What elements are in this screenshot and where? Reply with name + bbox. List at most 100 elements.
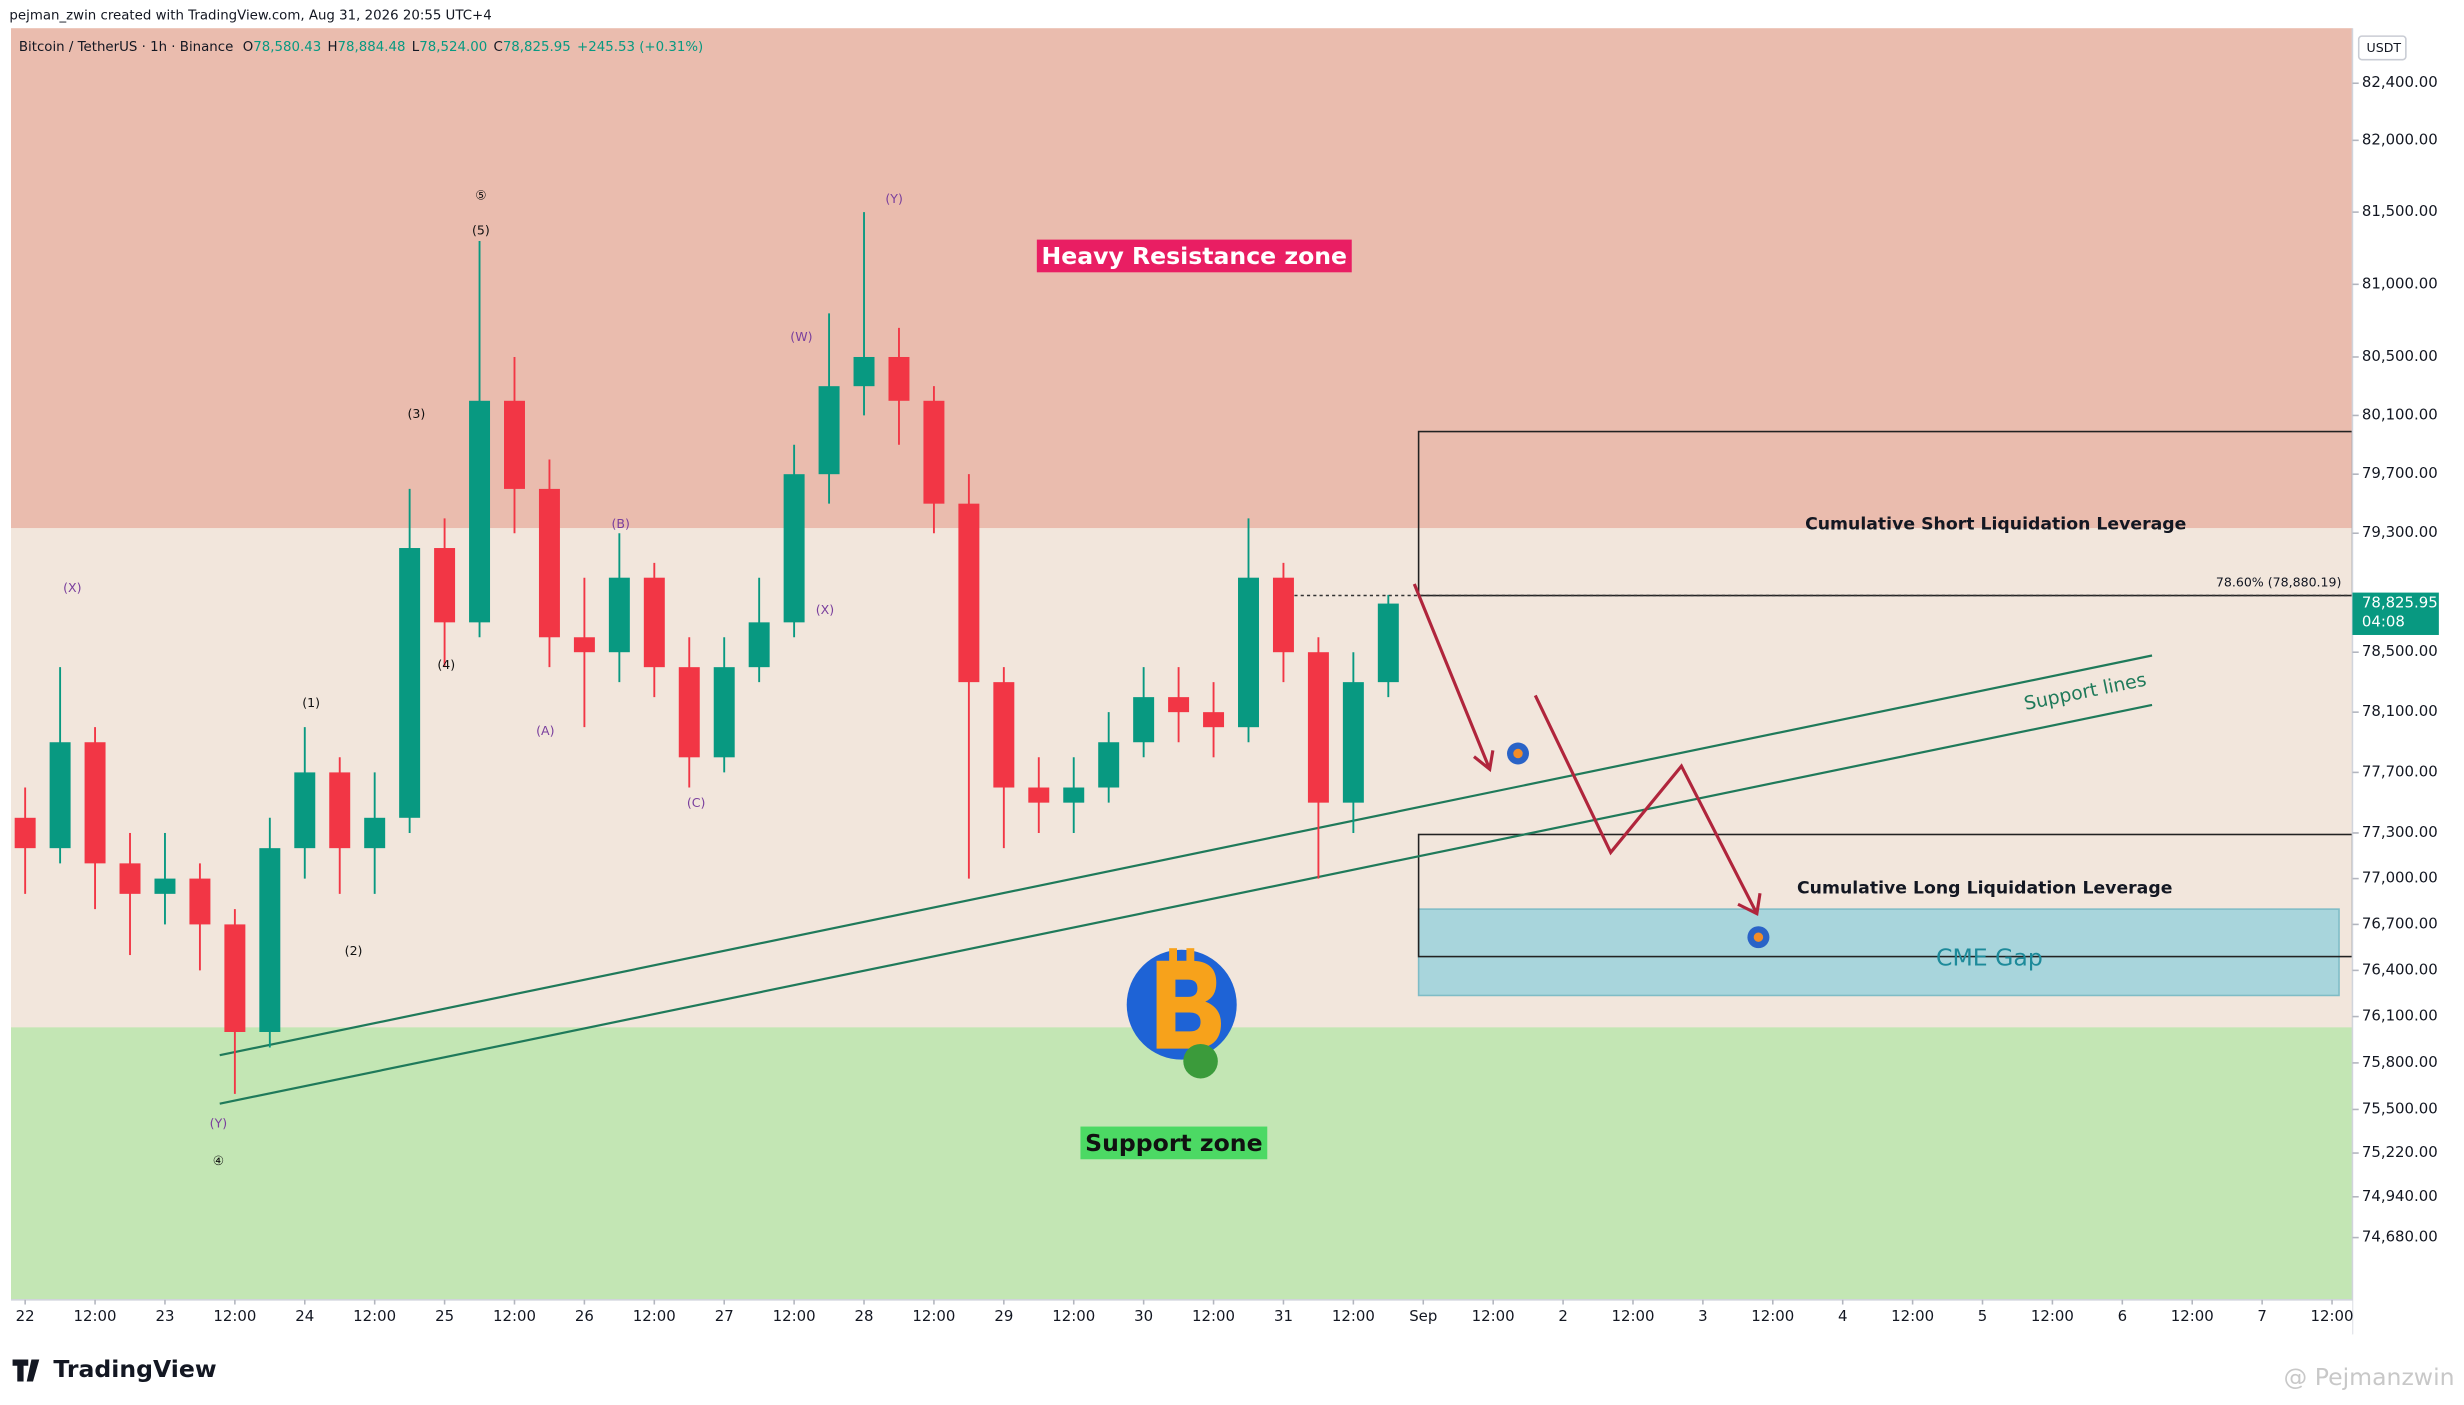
wave-label: (A) <box>536 723 554 738</box>
arrow <box>1533 694 1759 915</box>
y-tick-label: 81,000.00 <box>2362 274 2438 292</box>
candle-body <box>1133 697 1155 743</box>
arrow <box>1412 583 1492 770</box>
zone-label: Support zone <box>1085 1129 1262 1157</box>
symbol: Bitcoin / TetherUS · 1h · Binance <box>19 40 233 55</box>
logo-leaf <box>1183 1043 1218 1079</box>
y-tick-label: 79,300.00 <box>2362 523 2438 541</box>
cme-gap <box>1417 908 2340 997</box>
ohlc-key: H <box>328 40 338 55</box>
candle-body <box>189 878 211 925</box>
candle-body <box>1203 712 1225 728</box>
y-tick-label: 76,100.00 <box>2362 1007 2438 1025</box>
y-tick-label: 75,800.00 <box>2362 1053 2438 1071</box>
wave-label: (5) <box>472 222 490 237</box>
candle-body <box>573 637 595 653</box>
candle-body <box>119 863 141 894</box>
wave-label: (Y) <box>885 191 902 206</box>
brand-icon <box>12 1359 40 1382</box>
label-background <box>1036 239 1352 273</box>
candle-body <box>678 667 700 758</box>
x-tick-label: Sep <box>1409 1307 1437 1325</box>
wave-label: (2) <box>345 943 363 958</box>
y-tick-label: 75,500.00 <box>2362 1099 2438 1117</box>
y-tick-label: 79,700.00 <box>2362 464 2438 482</box>
x-tick-label: 12:00 <box>74 1307 117 1325</box>
x-tick-label: 7 <box>2257 1307 2266 1325</box>
x-tick-label: 12:00 <box>1332 1307 1375 1325</box>
x-tick-label: 12:00 <box>353 1307 396 1325</box>
y-tick-label: 75,220.00 <box>2362 1143 2438 1161</box>
y-tick-label: 78,100.00 <box>2362 702 2438 720</box>
ohlc-value: 78,884.48 <box>338 40 406 55</box>
currency: USDT <box>2367 40 2402 55</box>
candle-body <box>84 742 106 864</box>
target-icon <box>1513 748 1523 759</box>
candle-body <box>538 488 560 638</box>
symbol-line: Bitcoin / TetherUS · 1h · Binance O78,580… <box>19 40 703 55</box>
candle-body <box>364 817 386 849</box>
price-axis <box>2352 28 2464 1335</box>
candle-body <box>888 356 910 401</box>
currency-box <box>2357 35 2407 61</box>
y-tick-label: 76,700.00 <box>2362 914 2438 932</box>
wave-label: (W) <box>790 329 812 344</box>
candle-body <box>853 356 875 387</box>
time-axis <box>0 1299 2353 1335</box>
candle-body <box>958 503 980 683</box>
y-tick-label: 81,500.00 <box>2362 202 2438 220</box>
targets <box>1507 742 1770 949</box>
wave-label: ⑤ <box>475 188 486 203</box>
label-background <box>1080 1126 1268 1160</box>
ohlc-value: 78,825.95 <box>503 40 571 55</box>
logo-b <box>1186 948 1195 964</box>
candle-body <box>49 742 71 849</box>
x-tick-label: 22 <box>16 1307 35 1325</box>
x-tick-label: 12:00 <box>912 1307 955 1325</box>
wave-label: (X) <box>816 602 834 617</box>
candles <box>14 212 1399 1094</box>
candle-body <box>294 772 316 849</box>
x-tick-label: 12:00 <box>1192 1307 1235 1325</box>
x-tick-label: 28 <box>855 1307 874 1325</box>
ohlc-key: O <box>243 40 254 55</box>
overlays <box>219 430 2354 1105</box>
candle-body <box>818 386 840 475</box>
zones <box>11 28 2353 1300</box>
change: +245.53 (+0.31%) <box>577 40 703 55</box>
y-tick-label: 74,940.00 <box>2362 1187 2438 1205</box>
x-tick-label: 12:00 <box>1751 1307 1794 1325</box>
wave-label: (1) <box>302 695 320 710</box>
candle-body <box>1272 577 1294 653</box>
y-tick-label: 80,500.00 <box>2362 347 2438 365</box>
axes: 82,400.00 82,000.00 81,500.00 81,000.00 80,5… <box>16 73 2439 1325</box>
candle-body <box>713 667 735 758</box>
x-tick-label: 29 <box>994 1307 1013 1325</box>
candle-body <box>1307 652 1329 803</box>
zone <box>11 28 2353 529</box>
bitcoin-logo <box>1126 948 1237 1079</box>
x-tick-label: 12:00 <box>633 1307 676 1325</box>
x-tick-label: 12:00 <box>773 1307 816 1325</box>
x-tick-label: 6 <box>2118 1307 2127 1325</box>
wave-label: (3) <box>408 406 426 421</box>
candle-body <box>993 682 1015 788</box>
wave-label: (C) <box>687 795 706 810</box>
x-tick-label: 12:00 <box>1052 1307 1095 1325</box>
candle-body <box>504 400 525 489</box>
x-tick-label: 12:00 <box>2031 1307 2074 1325</box>
x-tick-label: 12:00 <box>1472 1307 1515 1325</box>
ohlc-key: L <box>412 40 420 55</box>
candle-body <box>1168 697 1190 713</box>
wave-label: ④ <box>213 1153 224 1168</box>
brand: TradingView <box>53 1355 216 1383</box>
support-line <box>219 654 2153 1057</box>
ohlc-value: 78,580.43 <box>253 40 321 55</box>
candle-body <box>14 817 36 849</box>
watermark: @ Pejmanzwin <box>2284 1363 2455 1391</box>
wave-label: (X) <box>63 580 81 595</box>
x-tick-label: 24 <box>295 1307 314 1325</box>
candle-body <box>1028 787 1050 803</box>
